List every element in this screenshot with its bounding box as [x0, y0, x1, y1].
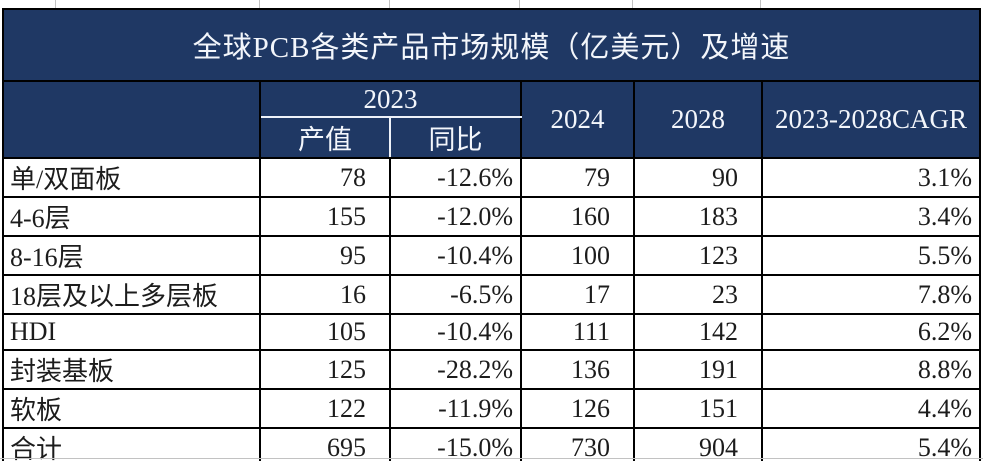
table-row: 18层及以上多层板 16 -6.5% 17 23 7.8% — [2, 274, 982, 315]
margin-gridline — [519, 0, 520, 8]
cell-2023-value: 122 — [259, 388, 391, 429]
cell-2023-value: 95 — [259, 235, 391, 276]
cell-cagr: 5.4% — [760, 427, 982, 461]
cell-2028-value: 142 — [633, 313, 763, 351]
cell-2028-value: 183 — [633, 196, 763, 237]
cell-product-label: 4-6层 — [2, 196, 261, 237]
cell-2023-yoy: -12.6% — [389, 157, 522, 198]
cell-2023-yoy: -11.9% — [389, 388, 522, 429]
margin-gridline-bottom — [0, 458, 983, 459]
margin-gridline — [760, 0, 761, 8]
header-2028: 2028 — [633, 80, 763, 159]
cell-2024-value: 136 — [520, 349, 635, 390]
title-row: 全球PCB各类产品市场规模（亿美元）及增速 — [1, 8, 982, 82]
cell-2023-value: 125 — [259, 349, 391, 390]
cell-2028-value: 23 — [633, 274, 763, 315]
cell-2023-yoy: -10.4% — [389, 313, 522, 351]
cell-product-label: 软板 — [2, 388, 261, 429]
cell-cagr: 6.2% — [760, 313, 982, 351]
table-row: 单/双面板 78 -12.6% 79 90 3.1% — [2, 157, 982, 198]
header-2023-group: 2023 — [259, 80, 522, 118]
cell-2028-value: 90 — [633, 157, 763, 198]
cell-2024-value: 160 — [520, 196, 635, 237]
cell-cagr: 3.4% — [760, 196, 982, 237]
cell-2023-value: 695 — [259, 427, 391, 461]
cell-2028-value: 151 — [633, 388, 763, 429]
table-row-total: 合计 695 -15.0% 730 904 5.4% — [2, 427, 982, 461]
header-row-1: 2023 2024 2028 2023-2028CAGR — [2, 80, 982, 159]
header-2024: 2024 — [520, 80, 635, 159]
cell-product-label: 18层及以上多层板 — [2, 274, 261, 315]
table-row: 软板 122 -11.9% 126 151 4.4% — [2, 388, 982, 429]
cell-2028-value: 904 — [633, 427, 763, 461]
header-2023-yoy: 同比 — [389, 116, 522, 159]
cell-product-label: HDI — [2, 313, 261, 351]
cell-2023-yoy: -6.5% — [389, 274, 522, 315]
cell-product-label: 8-16层 — [2, 235, 261, 276]
header-cagr: 2023-2028CAGR — [760, 80, 982, 159]
cell-cagr: 4.4% — [760, 388, 982, 429]
cell-2023-yoy: -15.0% — [389, 427, 522, 461]
cell-product-label: 单/双面板 — [2, 157, 261, 198]
pcb-market-table: 全球PCB各类产品市场规模（亿美元）及增速 2023 2024 2028 202… — [1, 8, 982, 461]
cell-2023-value: 16 — [259, 274, 391, 315]
table-row: 4-6层 155 -12.0% 160 183 3.4% — [2, 196, 982, 237]
cell-cagr: 7.8% — [760, 274, 982, 315]
cell-2023-yoy: -12.0% — [389, 196, 522, 237]
cell-2023-value: 155 — [259, 196, 391, 237]
margin-gridline — [55, 0, 56, 8]
cell-2024-value: 126 — [520, 388, 635, 429]
cell-2024-value: 111 — [520, 313, 635, 351]
cell-2023-value: 78 — [259, 157, 391, 198]
cell-cagr: 3.1% — [760, 157, 982, 198]
table-title: 全球PCB各类产品市场规模（亿美元）及增速 — [1, 8, 982, 82]
margin-gridline — [389, 0, 390, 8]
cell-product-label: 合计 — [2, 427, 261, 461]
header-row-2: 产值 同比 — [3, 116, 980, 159]
cell-product-label: 封装基板 — [2, 349, 261, 390]
row-label-header-cell — [2, 80, 261, 159]
cell-2024-value: 730 — [520, 427, 635, 461]
cell-cagr: 5.5% — [760, 235, 982, 276]
header-2023-value: 产值 — [259, 116, 391, 159]
margin-gridline — [632, 0, 633, 8]
cell-2028-value: 191 — [633, 349, 763, 390]
cell-2024-value: 17 — [520, 274, 635, 315]
cell-2023-yoy: -28.2% — [389, 349, 522, 390]
cell-2023-yoy: -10.4% — [389, 235, 522, 276]
table-row: HDI 105 -10.4% 111 142 6.2% — [2, 313, 982, 351]
cell-2023-value: 105 — [259, 313, 391, 351]
margin-gridline — [259, 0, 260, 8]
cell-2024-value: 79 — [520, 157, 635, 198]
table-row: 封装基板 125 -28.2% 136 191 8.8% — [2, 349, 982, 390]
cell-cagr: 8.8% — [760, 349, 982, 390]
cell-2028-value: 123 — [633, 235, 763, 276]
table-row: 8-16层 95 -10.4% 100 123 5.5% — [2, 235, 982, 276]
cell-2024-value: 100 — [520, 235, 635, 276]
